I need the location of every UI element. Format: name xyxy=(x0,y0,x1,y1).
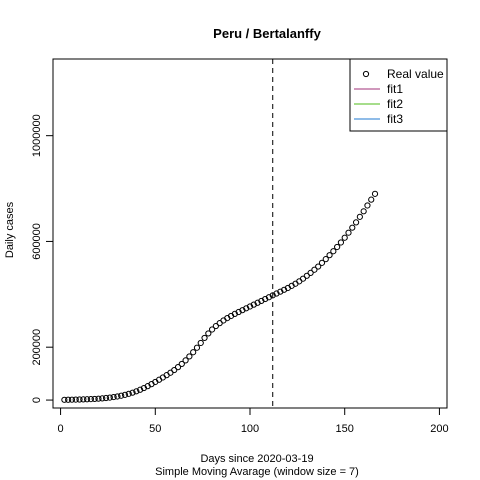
y-tick-label: 200000 xyxy=(31,329,43,366)
x-tick-label: 200 xyxy=(430,423,448,435)
data-point xyxy=(186,353,193,360)
data-point xyxy=(182,357,189,364)
data-point xyxy=(352,219,360,226)
data-point xyxy=(341,234,348,241)
data-point xyxy=(337,239,345,246)
data-point xyxy=(95,395,102,402)
data-point xyxy=(205,330,212,337)
data-point xyxy=(277,288,284,295)
data-point xyxy=(121,391,129,398)
data-point xyxy=(201,334,208,342)
data-point xyxy=(311,266,318,273)
data-point xyxy=(65,396,72,403)
data-point xyxy=(209,326,216,333)
data-point xyxy=(197,339,204,347)
data-point xyxy=(129,389,136,396)
data-point xyxy=(243,305,250,312)
data-point xyxy=(212,322,220,330)
data-point xyxy=(171,366,178,374)
data-point xyxy=(254,299,261,306)
data-point xyxy=(322,256,329,263)
data-point xyxy=(303,272,310,279)
data-point xyxy=(371,190,379,197)
data-point xyxy=(99,395,106,402)
x-tick-label: 150 xyxy=(336,423,354,435)
y-axis: 0 200000 600000 1000000 xyxy=(31,114,53,403)
data-point xyxy=(110,393,117,401)
data-point xyxy=(330,248,337,255)
data-point xyxy=(114,393,121,400)
data-point xyxy=(190,349,197,356)
data-point xyxy=(118,392,125,399)
data-point xyxy=(318,259,326,266)
data-point xyxy=(178,360,185,368)
data-point xyxy=(61,396,68,403)
legend-label: Real value xyxy=(387,67,444,81)
data-point xyxy=(307,269,314,276)
data-point xyxy=(349,224,356,231)
data-point xyxy=(368,196,375,203)
data-points xyxy=(61,190,379,403)
data-point xyxy=(68,396,76,403)
y-tick-label: 600000 xyxy=(31,223,43,260)
data-point xyxy=(239,307,246,314)
data-point xyxy=(76,396,83,403)
legend-label: fit2 xyxy=(387,97,403,111)
x-axis-label: Days since 2020-03-19 xyxy=(200,453,313,465)
data-point xyxy=(106,394,113,401)
data-point xyxy=(83,396,91,403)
data-point xyxy=(235,308,242,316)
data-point xyxy=(250,301,257,308)
data-point xyxy=(326,252,333,259)
legend-marker xyxy=(362,70,370,78)
x-axis-sublabel: Simple Moving Avarage (window size = 7) xyxy=(155,466,359,478)
data-point xyxy=(80,396,87,403)
y-tick-label: 1000000 xyxy=(31,114,43,157)
legend-label: fit1 xyxy=(387,82,403,96)
data-point xyxy=(87,396,94,403)
data-point xyxy=(356,213,363,220)
data-point xyxy=(137,386,144,393)
data-point xyxy=(299,275,307,282)
data-point xyxy=(262,295,269,303)
data-point xyxy=(364,202,371,209)
data-point xyxy=(345,229,352,236)
data-point xyxy=(315,263,322,270)
data-point xyxy=(265,294,273,301)
data-point xyxy=(133,388,140,395)
x-tick-label: 0 xyxy=(58,423,64,435)
data-point xyxy=(258,297,265,305)
data-point xyxy=(91,395,98,403)
data-point xyxy=(72,396,79,403)
data-point xyxy=(273,290,280,297)
data-point xyxy=(334,243,341,251)
data-point xyxy=(231,310,238,317)
data-point xyxy=(246,303,254,310)
data-point xyxy=(174,364,182,371)
data-point xyxy=(360,208,367,215)
y-axis-label: Daily cases xyxy=(4,201,16,258)
data-point xyxy=(280,286,288,293)
legend-label: fit3 xyxy=(387,112,403,126)
x-axis: 0 50 100 150 200 xyxy=(58,408,449,435)
chart-title: Peru / Bertalanffy xyxy=(213,26,321,41)
x-tick-label: 50 xyxy=(149,423,161,435)
data-point xyxy=(125,390,132,397)
x-tick-label: 100 xyxy=(241,423,259,435)
data-point xyxy=(102,394,110,402)
data-point xyxy=(193,344,201,351)
y-tick-label: 0 xyxy=(31,397,43,403)
data-point xyxy=(269,292,276,299)
